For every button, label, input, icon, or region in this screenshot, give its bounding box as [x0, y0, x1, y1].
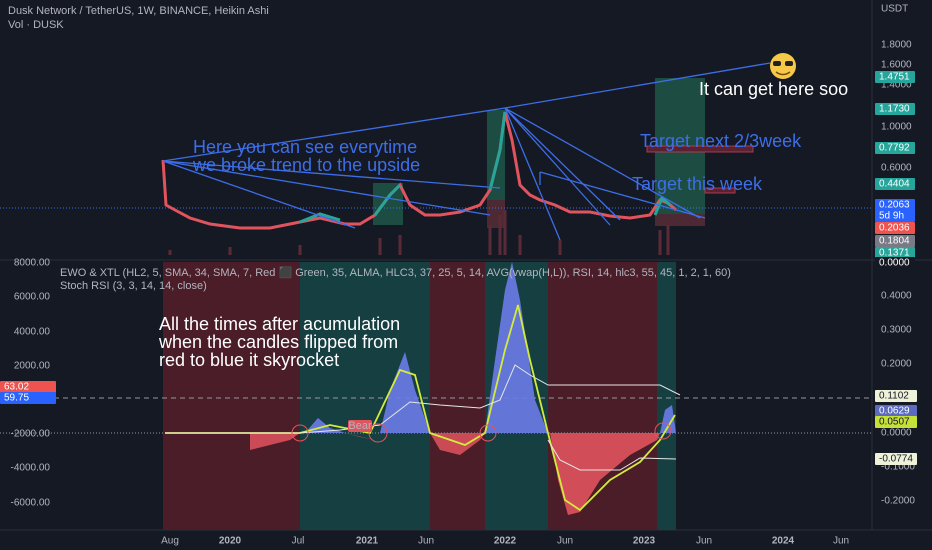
price-badge-label: 0.1102 [879, 391, 909, 402]
price-badge [875, 453, 917, 465]
price-badge [875, 71, 915, 83]
price-badge [875, 247, 915, 259]
time-label: Aug [161, 536, 179, 547]
indicator-left-label: 8000.00 [14, 258, 51, 269]
volume-label: Vol · DUSK [8, 19, 64, 31]
price-label: 1.0000 [881, 122, 912, 133]
price-badge [875, 103, 915, 115]
price-badge-label: 0.0629 [879, 406, 910, 417]
symbol-title: Dusk Network / TetherUS, 1W, BINANCE, He… [8, 5, 269, 17]
time-label: 2023 [633, 536, 656, 547]
annotation: It can get here soo [699, 79, 848, 99]
time-label: 2024 [772, 536, 795, 547]
bear-tag [348, 420, 372, 432]
indicator-left-label: 2000.00 [14, 361, 51, 372]
time-label: 2021 [356, 536, 379, 547]
annotation: red to blue it skyrocket [159, 350, 339, 370]
price-badge-label: 0.0507 [879, 417, 910, 428]
price-badge [875, 416, 917, 428]
price-label: 1.4000 [881, 80, 912, 91]
price-badge [875, 235, 915, 247]
price-badge [875, 210, 915, 222]
trend-lines [162, 62, 771, 241]
annotation: Target this week [632, 174, 763, 194]
price-badge [875, 178, 915, 190]
price-badge [875, 222, 915, 234]
candles [161, 111, 677, 255]
indicator-left-label: 4000.00 [14, 327, 51, 338]
indicator-left-label: -2000.00 [11, 429, 51, 440]
regions [163, 262, 676, 530]
time-label: 2020 [219, 536, 242, 547]
annotation: we broke trend to the upside [192, 155, 420, 175]
emoji [770, 53, 796, 79]
price-badge-label: 0.1804 [879, 236, 910, 247]
price-badge-label: 0.4404 [879, 179, 910, 190]
price-badge [875, 405, 917, 417]
price-badge-label: 59.75 [4, 393, 29, 404]
price-badge-label: 0.1371 [879, 248, 910, 259]
price-badge [875, 142, 915, 154]
indicator-left-label: -6000.00 [11, 498, 51, 509]
indicator-right-label: 0.3000 [881, 325, 912, 336]
price-badge [0, 392, 56, 404]
price-badge-label: 1.1730 [879, 104, 910, 115]
indicator-right-label: -0.2000 [881, 496, 915, 507]
price-label: 1.6000 [881, 60, 912, 71]
indicator-label: Stoch RSI (3, 3, 14, 14, close) [60, 280, 207, 292]
price-badge-label: 63.02 [4, 382, 29, 393]
time-label: Jun [418, 536, 434, 547]
price-badge-label: 0.2036 [879, 223, 910, 234]
price-badge-label: 0.7792 [879, 143, 910, 154]
price-badge-label: 0.2063 [879, 200, 910, 211]
annotation: Here you can see everytime [193, 137, 417, 157]
indicator-left-label: -4000.00 [11, 463, 51, 474]
annotation: Target next 2/3week [640, 131, 802, 151]
price-badge-label: 0.0000 [879, 258, 910, 269]
indicator-label: EWO & XTL (HL2, 5, SMA, 34, SMA, 7, Red … [60, 266, 731, 279]
indicator-right-label: 0.0000 [881, 428, 912, 439]
annotation: All the times after acumulation [159, 314, 400, 334]
price-badge [875, 199, 915, 211]
price-label: 0.6000 [881, 163, 912, 174]
time-label: Jun [557, 536, 573, 547]
time-label: Jun [696, 536, 712, 547]
price-badge [875, 390, 917, 402]
indicator-left-label: 6000.00 [14, 292, 51, 303]
price-label: 1.8000 [881, 40, 912, 51]
time-label: Jun [833, 536, 849, 547]
bear-label: Bear [348, 420, 372, 432]
time-label: Jul [292, 536, 305, 547]
price-badge-label: 5d 9h [879, 211, 904, 222]
annotation: when the candles flipped from [158, 332, 398, 352]
indicator-right-label: 0.2000 [881, 359, 912, 370]
indicator-plot [0, 262, 872, 515]
price-badge [875, 257, 915, 269]
price-badge [0, 381, 56, 393]
axis-unit: USDT [881, 4, 908, 15]
price-badge-label: 1.4751 [879, 72, 910, 83]
indicator-right-label: 0.4000 [881, 291, 912, 302]
time-label: 2022 [494, 536, 517, 547]
price-badge-label: -0.0774 [879, 454, 913, 465]
indicator-right-label: -0.1000 [881, 462, 915, 473]
